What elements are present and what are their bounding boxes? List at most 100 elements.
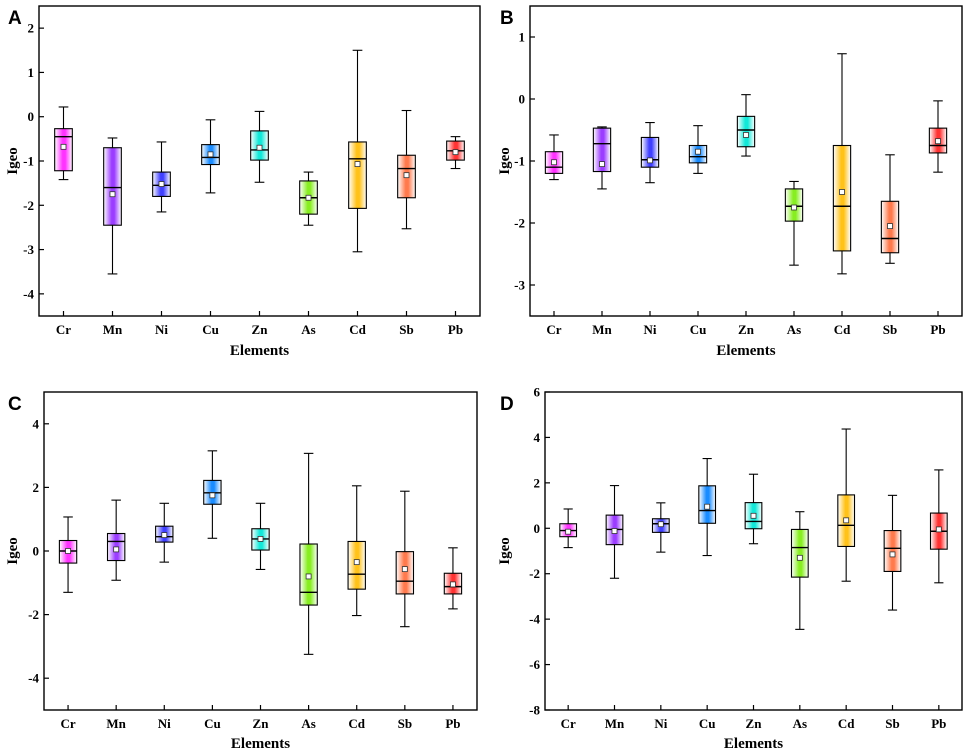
y-tick-label: -8 [529, 703, 540, 718]
x-tick-label-Sb: Sb [398, 716, 412, 731]
y-tick-label: -1 [23, 154, 34, 169]
box-Sb [880, 154, 900, 264]
y-tick-label: -1 [514, 154, 525, 169]
x-tick-label-As: As [793, 716, 807, 731]
y-tick-label: 4 [534, 430, 541, 445]
y-axis-title: Igeo [497, 537, 513, 565]
box-Cr [544, 134, 564, 181]
x-tick-label-Mn: Mn [106, 716, 126, 731]
y-tick-label: 0 [534, 521, 541, 536]
mean-marker [403, 172, 410, 179]
mean-marker [353, 559, 360, 566]
x-axis-title: Elements [231, 736, 290, 752]
x-tick-label-Pb: Pb [931, 716, 946, 731]
box-Pb [929, 469, 948, 584]
mean-marker [611, 528, 618, 534]
x-tick-label-Cu: Cu [690, 322, 707, 337]
x-tick-label-Pb: Pb [448, 322, 463, 337]
panel-D: -8 -6 -4 -2 0 2 4 6 Cr Mn Ni Cu Zn As Cd Sb Pb Elements Ig… [497, 385, 963, 752]
box-iqr [592, 127, 612, 173]
box-Ni [155, 502, 174, 563]
mean-marker [796, 554, 803, 561]
x-tick-label-Cd: Cd [348, 716, 365, 731]
panel-letter: B [500, 8, 514, 29]
x-tick-label-Ni: Ni [158, 716, 171, 731]
box-iqr [883, 530, 902, 572]
box-Cr [559, 508, 578, 549]
y-tick-label: 2 [28, 21, 35, 36]
mean-marker [791, 204, 797, 211]
box-iqr [736, 115, 756, 148]
x-axis-title: Elements [716, 343, 775, 359]
y-tick-label: 1 [519, 30, 526, 45]
x-tick-label-Ni: Ni [155, 322, 168, 337]
y-tick-label: -2 [28, 607, 39, 622]
box-Pb [443, 547, 463, 610]
x-tick-label-Mn: Mn [103, 322, 123, 337]
box-iqr [348, 141, 367, 209]
box-Pb [928, 100, 948, 173]
box-iqr [103, 147, 122, 226]
mean-marker [843, 517, 850, 524]
box-Sb [397, 109, 416, 230]
box-iqr [790, 528, 809, 578]
mean-marker [743, 132, 749, 138]
box-Zn [744, 473, 763, 545]
mean-marker [935, 138, 941, 145]
x-axis-title: Elements [230, 343, 289, 359]
mean-marker [551, 159, 557, 166]
mean-marker [161, 532, 168, 538]
x-tick-label-Pb: Pb [445, 716, 460, 731]
panel-C: -4 -2 0 2 4 Cr Mn Ni Cu Zn As Cd Sb Pb Elements Igeo C [5, 391, 478, 752]
x-tick-label-Cu: Cu [202, 322, 219, 337]
mean-marker [750, 512, 757, 519]
y-tick-label: 0 [28, 109, 35, 124]
x-tick-label-Cr: Cr [546, 322, 561, 337]
box-Cr [54, 106, 73, 181]
mean-marker [695, 148, 701, 155]
box-iqr [347, 540, 366, 590]
mean-marker [889, 551, 896, 558]
mean-marker [647, 157, 653, 164]
box-Zn [250, 110, 269, 183]
box-Zn [251, 502, 270, 570]
x-tick-label-Sb: Sb [885, 716, 899, 731]
mean-marker [109, 191, 116, 198]
y-axis-title: Igeo [497, 147, 513, 175]
mean-marker [657, 521, 664, 528]
y-tick-label: -6 [529, 657, 540, 672]
y-tick-label: 0 [519, 92, 526, 107]
x-tick-label-Cd: Cd [349, 322, 366, 337]
mean-marker [935, 526, 942, 533]
x-tick-label-Pb: Pb [930, 322, 945, 337]
mean-marker [450, 581, 456, 588]
y-tick-label: 1 [28, 65, 35, 80]
x-tick-label-Ni: Ni [654, 716, 667, 731]
y-axis-title: Igeo [5, 147, 21, 175]
box-Cd [347, 485, 366, 617]
y-tick-label: -4 [28, 671, 39, 686]
mean-marker [452, 149, 459, 156]
mean-marker [599, 161, 605, 168]
panel-letter: C [8, 394, 22, 415]
box-As [790, 511, 809, 630]
y-tick-label: 6 [534, 385, 541, 400]
mean-marker [60, 143, 67, 150]
panel-B: -3 -2 -1 0 1 Cr Mn Ni Cu Zn As Cd Sb Pb Elements Igeo B [497, 5, 963, 359]
mean-marker [887, 223, 893, 230]
box-iqr [395, 551, 415, 595]
y-tick-label: -2 [23, 198, 34, 213]
box-Mn [605, 485, 624, 579]
x-tick-label-Sb: Sb [399, 322, 413, 337]
box-Cu [698, 458, 717, 557]
y-tick-label: -4 [529, 612, 540, 627]
x-tick-label-Cd: Cd [838, 716, 855, 731]
x-tick-label-Cu: Cu [699, 716, 716, 731]
panel-A: -4 -3 -2 -1 0 1 2 Cr Mn Ni Cu Zn As Cd Sb Pb Elements Ige… [5, 5, 481, 359]
box-Sb [883, 494, 902, 611]
box-As [299, 171, 318, 226]
x-axis-title: Elements [724, 736, 783, 752]
x-tick-label-As: As [787, 322, 801, 337]
mean-marker [158, 181, 165, 187]
